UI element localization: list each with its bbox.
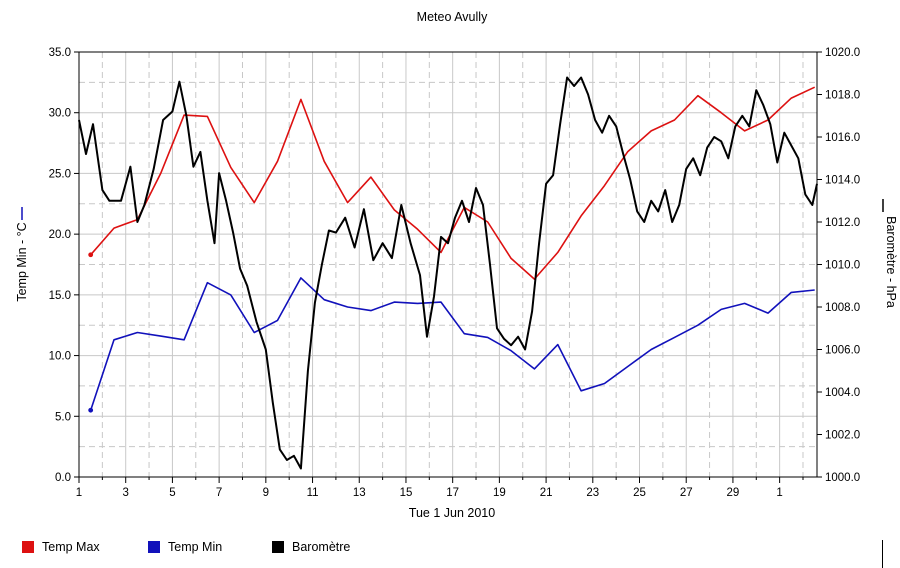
series-start-point (88, 252, 94, 258)
x-tick-label: 9 (263, 487, 269, 499)
y-left-tick-label: 0.0 (55, 472, 71, 484)
y-right-tick-label: 1020.0 (825, 47, 860, 59)
series-start-point (88, 407, 94, 413)
x-tick-label: 7 (216, 487, 222, 499)
y-axis-left: 0.0 5.0 10.0 15.0 20.0 25.0 30.0 35.0 (49, 47, 79, 484)
y-right-tick-label: 1004.0 (825, 387, 860, 399)
series-line-barometre (78, 76, 818, 470)
legend-label-temp-max: Temp Max (42, 540, 100, 554)
x-tick-label: 15 (400, 487, 413, 499)
y-left-tick-label: 20.0 (49, 229, 71, 241)
y-right-tick-label: 1018.0 (825, 90, 860, 102)
y-left-tick-label: 30.0 (49, 108, 71, 120)
x-tick-label: 27 (680, 487, 693, 499)
x-tick-label: 3 (123, 487, 129, 499)
y-axis-right-title: Baromètre - hPa (884, 216, 898, 308)
grid-lines (79, 52, 817, 477)
legend-item-temp-min: Temp Min (148, 540, 222, 554)
edge-marker (882, 540, 883, 568)
x-tick-label: 13 (353, 487, 366, 499)
legend-label-temp-min: Temp Min (168, 540, 223, 554)
legend-item-barometre: Baromètre (272, 540, 350, 554)
chart-title: Meteo Avully (417, 10, 488, 24)
x-tick-label: 17 (446, 487, 459, 499)
x-tick-label: 1 (776, 487, 782, 499)
x-axis: 1 3 5 7 9 11 13 15 17 19 21 23 25 27 29 1 (76, 477, 804, 499)
y-right-tick-label: 1006.0 (825, 345, 860, 357)
x-tick-label: 21 (540, 487, 553, 499)
legend-swatch-temp-max (22, 541, 34, 553)
y-left-tick-label: 5.0 (55, 411, 71, 423)
y-left-tick-label: 10.0 (49, 351, 71, 363)
x-tick-label: 25 (633, 487, 646, 499)
legend: Temp Max Temp Min Baromètre (0, 536, 900, 562)
x-axis-title: Tue 1 Jun 2010 (409, 506, 495, 520)
series-line-temp-min (89, 277, 815, 411)
legend-swatch-temp-min (148, 541, 160, 553)
x-tick-label: 19 (493, 487, 506, 499)
y-left-tick-label: 25.0 (49, 168, 71, 180)
y-right-tick-label: 1002.0 (825, 430, 860, 442)
y-right-tick-label: 1008.0 (825, 302, 860, 314)
legend-item-temp-max: Temp Max (22, 540, 100, 554)
y-axis-left-title: Temp Min - °C (15, 222, 29, 301)
x-tick-label: 5 (169, 487, 175, 499)
legend-swatch-barometre (272, 541, 284, 553)
x-tick-label: 11 (307, 487, 319, 499)
x-tick-label: 23 (586, 487, 599, 499)
series-lines (78, 76, 818, 470)
y-left-tick-label: 15.0 (49, 290, 71, 302)
x-tick-label: 1 (76, 487, 82, 499)
y-axis-right: 1000.0 1002.0 1004.0 1006.0 1008.0 1010.0 1012… (817, 47, 860, 484)
y-right-tick-label: 1012.0 (825, 217, 860, 229)
y-right-tick-label: 1010.0 (825, 260, 860, 272)
y-right-tick-label: 1014.0 (825, 175, 860, 187)
y-right-tick-label: 1016.0 (825, 132, 860, 144)
legend-label-barometre: Baromètre (292, 540, 351, 554)
y-right-tick-label: 1000.0 (825, 472, 860, 484)
x-tick-label: 29 (727, 487, 740, 499)
y-left-tick-label: 35.0 (49, 47, 71, 59)
